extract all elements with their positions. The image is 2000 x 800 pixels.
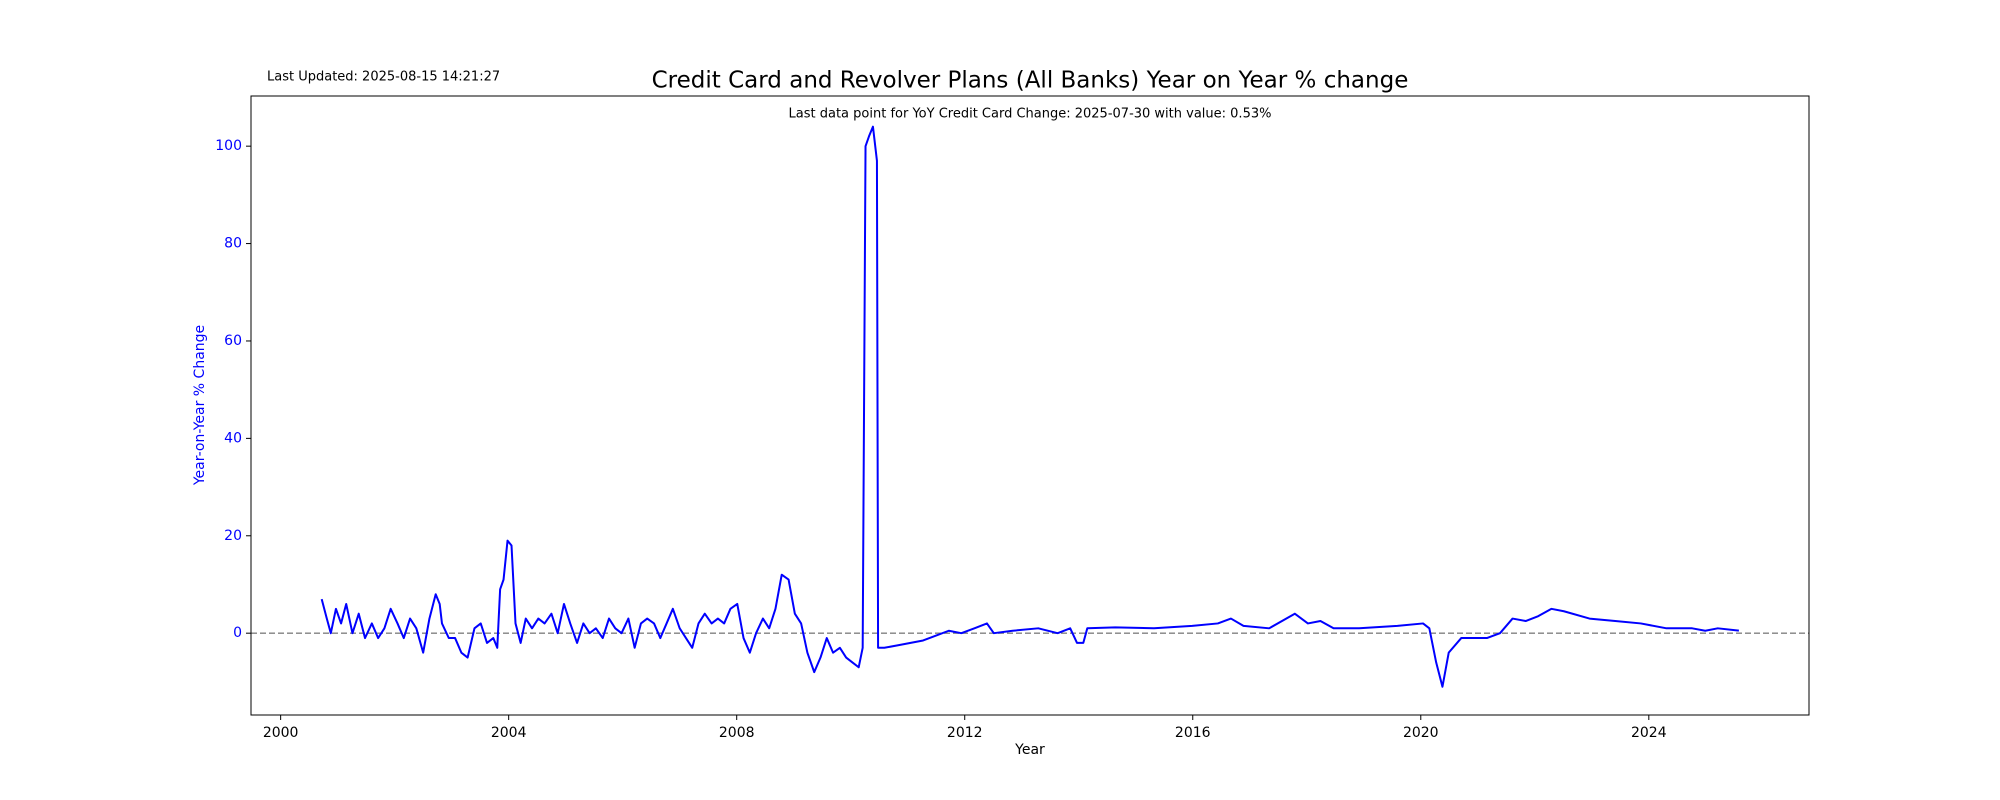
y-axis-label: Year-on-Year % Change <box>192 325 208 486</box>
x-tick-label: 2020 <box>1403 725 1439 741</box>
x-axis-label: Year <box>1014 742 1045 758</box>
x-tick-label: 2008 <box>719 725 755 741</box>
x-tick-label: 2004 <box>491 725 527 741</box>
x-tick-label: 2024 <box>1631 725 1667 741</box>
y-tick-label: 0 <box>233 625 242 641</box>
plot-frame <box>250 95 1810 716</box>
x-tick-label: 2000 <box>263 725 299 741</box>
x-tick-label: 2016 <box>1175 725 1211 741</box>
last-updated: Last Updated: 2025-08-15 14:21:27 <box>267 70 500 85</box>
data-line <box>320 125 1739 688</box>
y-tick-label: 60 <box>224 333 242 349</box>
y-tick-label: 100 <box>215 138 242 154</box>
chart-title: Credit Card and Revolver Plans (All Bank… <box>652 68 1409 94</box>
annotation: Last data point for YoY Credit Card Chan… <box>789 107 1272 122</box>
y-tick-label: 80 <box>224 236 242 252</box>
x-tick-label: 2012 <box>947 725 983 741</box>
y-tick-label: 20 <box>224 528 242 544</box>
y-tick-label: 40 <box>224 430 242 446</box>
